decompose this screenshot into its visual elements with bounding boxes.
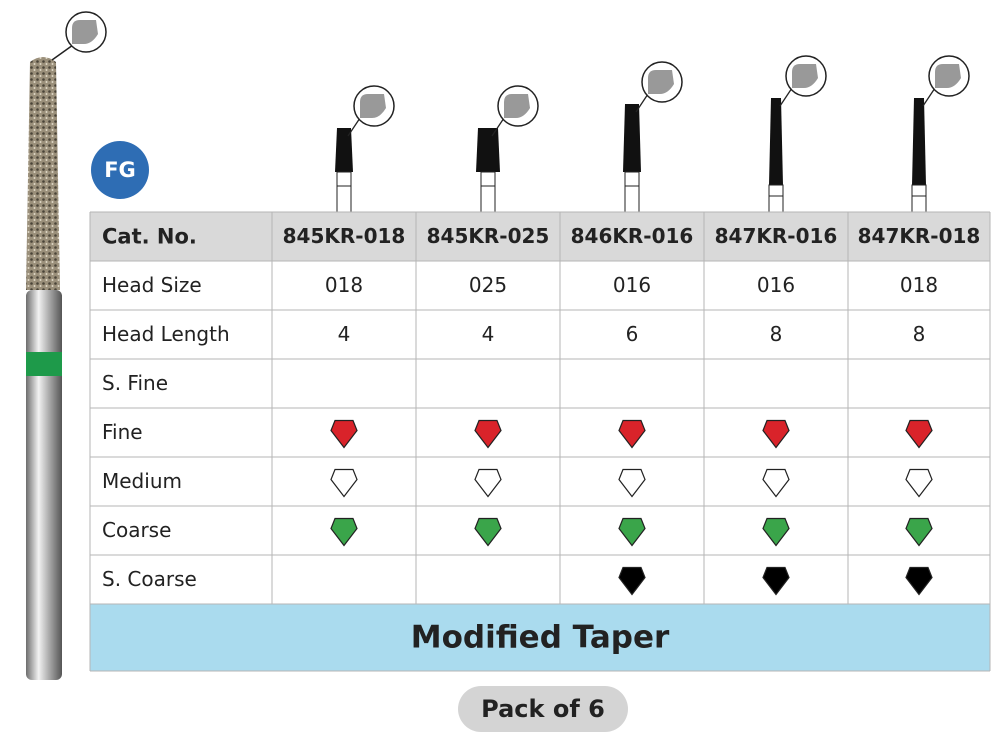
- callout-line: [635, 93, 649, 113]
- footer-title: Modified Taper: [411, 620, 670, 656]
- grit-marker: [474, 517, 502, 547]
- pack-text: Pack of 6: [481, 695, 605, 723]
- badge-text: FG: [104, 158, 136, 182]
- grit-marker: [618, 419, 646, 449]
- burr-head: [623, 104, 641, 172]
- burr-illustration: [26, 11, 107, 680]
- callout-line: [491, 117, 505, 137]
- callout-tip: [360, 94, 386, 118]
- grit-marker: [762, 419, 790, 449]
- cat-no: 847KR-016: [715, 224, 838, 248]
- callout-tip: [935, 64, 961, 88]
- cell: 016: [613, 273, 651, 297]
- cell: 018: [900, 273, 938, 297]
- grit-marker: [618, 566, 646, 596]
- grit-marker: [618, 468, 646, 498]
- cell: 025: [469, 273, 507, 297]
- callout-line: [922, 87, 936, 107]
- table: Cat. No. 845KR-018 845KR-025 846KR-016 847KR…: [89, 211, 991, 672]
- cat-no: 845KR-018: [283, 224, 406, 248]
- header-bg: [90, 212, 990, 261]
- burr-shank: [768, 184, 784, 213]
- grit-marker: [762, 517, 790, 547]
- cat-no: 846KR-016: [571, 224, 694, 248]
- row-label: S. Coarse: [102, 567, 197, 591]
- callout-line: [347, 117, 361, 137]
- grit-marker: [905, 517, 933, 547]
- grit-marker: [762, 566, 790, 596]
- burr-shank: [911, 184, 927, 213]
- badge: [91, 141, 149, 199]
- cell: 4: [482, 322, 495, 346]
- burr-head: [912, 98, 926, 185]
- grit-marker: [474, 419, 502, 449]
- footer-bg: [90, 604, 990, 671]
- cell: 6: [626, 322, 639, 346]
- row-label: Coarse: [102, 518, 171, 542]
- header-label: Cat. No.: [102, 225, 197, 249]
- grit-marker: [905, 566, 933, 596]
- cell: 016: [757, 273, 795, 297]
- cat-no: 845KR-025: [427, 224, 550, 248]
- callout-line: [779, 87, 793, 107]
- row-label: Fine: [102, 420, 143, 444]
- burr-head: [476, 128, 500, 172]
- burr-shank: [336, 171, 352, 213]
- grit-marker: [762, 468, 790, 498]
- grit-marker: [330, 468, 358, 498]
- row-label: Head Length: [102, 322, 230, 346]
- burr-head: [769, 98, 783, 185]
- grit-marker: [330, 419, 358, 449]
- callout-tip: [792, 64, 818, 88]
- cell: 8: [913, 322, 926, 346]
- cell: 018: [325, 273, 363, 297]
- grit-marker: [618, 517, 646, 547]
- burr-shank: [624, 171, 640, 213]
- cat-no: 847KR-018: [858, 224, 981, 248]
- callout-tip: [648, 70, 674, 94]
- burr-icons: [335, 55, 970, 213]
- grit-marker: [330, 517, 358, 547]
- grit-marker: [905, 419, 933, 449]
- burr-head: [335, 128, 353, 172]
- cell: 8: [770, 322, 783, 346]
- pack-pill: [458, 686, 628, 732]
- row-label: S. Fine: [102, 371, 168, 395]
- row-label: Head Size: [102, 273, 202, 297]
- grit-marker: [474, 468, 502, 498]
- grit-marker: [905, 468, 933, 498]
- row-label: Medium: [102, 469, 182, 493]
- burr-shank: [480, 171, 496, 213]
- cell: 4: [338, 322, 351, 346]
- callout-tip: [504, 94, 530, 118]
